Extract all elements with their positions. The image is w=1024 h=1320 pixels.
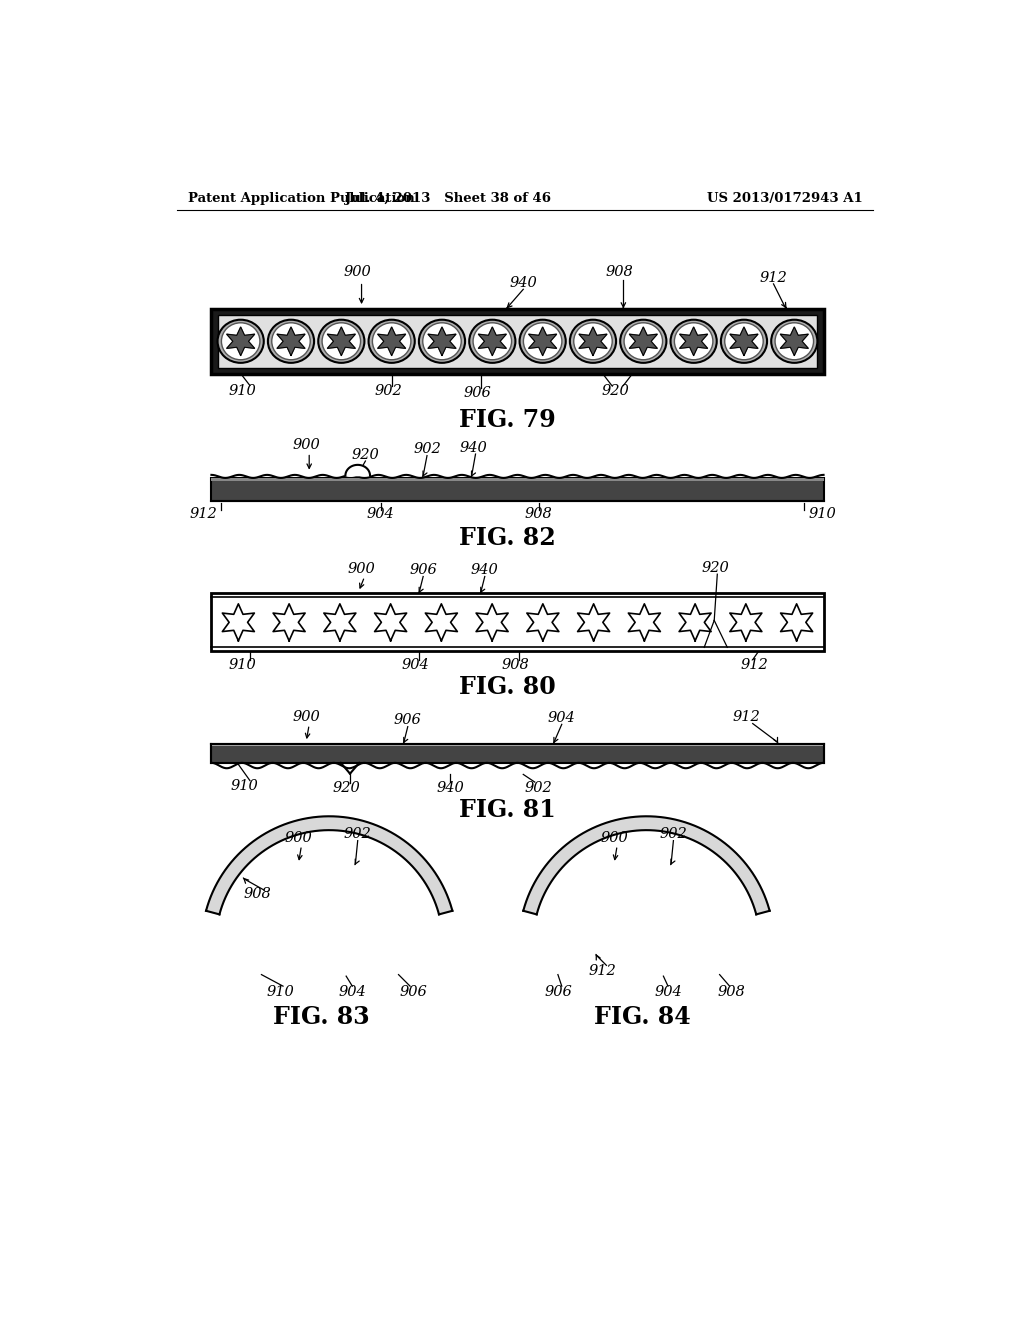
Polygon shape [226, 327, 255, 355]
Polygon shape [278, 327, 305, 355]
Text: 910: 910 [228, 384, 256, 397]
Ellipse shape [570, 319, 616, 363]
Ellipse shape [621, 319, 667, 363]
Text: FIG. 83: FIG. 83 [273, 1005, 370, 1030]
Text: 900: 900 [344, 265, 372, 280]
Text: 940: 940 [460, 441, 487, 455]
Text: 910: 910 [267, 985, 295, 998]
Text: 904: 904 [367, 507, 394, 521]
Bar [211, 743, 823, 763]
Ellipse shape [771, 319, 817, 363]
Text: 912: 912 [189, 507, 217, 521]
Text: 910: 910 [230, 779, 258, 793]
Text: 908: 908 [717, 985, 745, 998]
Text: 900: 900 [292, 710, 319, 723]
Polygon shape [428, 327, 456, 355]
Bar [211, 594, 823, 651]
Text: 904: 904 [654, 985, 682, 998]
Polygon shape [328, 327, 355, 355]
Text: Patent Application Publication: Patent Application Publication [188, 191, 415, 205]
Ellipse shape [721, 319, 767, 363]
Bar [211, 478, 823, 502]
Text: 920: 920 [701, 561, 730, 576]
Polygon shape [780, 327, 808, 355]
Text: 912: 912 [760, 271, 787, 285]
Ellipse shape [318, 319, 365, 363]
Text: 902: 902 [344, 828, 372, 841]
Text: FIG. 80: FIG. 80 [460, 675, 556, 698]
Text: 900: 900 [348, 562, 376, 576]
Text: Jul. 4, 2013   Sheet 38 of 46: Jul. 4, 2013 Sheet 38 of 46 [345, 191, 551, 205]
Text: 900: 900 [600, 832, 628, 845]
Ellipse shape [271, 323, 310, 360]
Ellipse shape [624, 323, 663, 360]
Bar [211, 309, 823, 374]
Polygon shape [528, 327, 557, 355]
Polygon shape [523, 816, 770, 915]
Polygon shape [345, 465, 370, 475]
Polygon shape [630, 327, 657, 355]
Ellipse shape [671, 319, 717, 363]
Text: US 2013/0172943 A1: US 2013/0172943 A1 [708, 191, 863, 205]
Ellipse shape [419, 319, 465, 363]
Text: 920: 920 [332, 781, 360, 795]
Text: 908: 908 [605, 265, 634, 280]
Text: 906: 906 [399, 985, 427, 998]
Text: 902: 902 [413, 442, 441, 457]
Text: 906: 906 [410, 564, 437, 577]
Text: 920: 920 [602, 384, 630, 397]
Text: 906: 906 [394, 714, 422, 727]
Text: 906: 906 [544, 985, 571, 998]
Text: FIG. 84: FIG. 84 [594, 1005, 691, 1030]
Polygon shape [680, 327, 708, 355]
Polygon shape [478, 327, 506, 355]
Text: 940: 940 [471, 564, 499, 577]
Text: FIG. 79: FIG. 79 [460, 408, 556, 432]
Text: 906: 906 [463, 387, 490, 400]
Ellipse shape [221, 323, 260, 360]
Text: 920: 920 [351, 447, 379, 462]
Text: 902: 902 [524, 781, 553, 795]
Text: 940: 940 [436, 781, 464, 795]
Ellipse shape [373, 323, 411, 360]
Bar [211, 478, 823, 480]
Text: FIG. 81: FIG. 81 [460, 797, 556, 822]
Ellipse shape [519, 319, 565, 363]
Text: 902: 902 [375, 384, 402, 397]
Ellipse shape [369, 319, 415, 363]
Text: 900: 900 [285, 832, 312, 845]
Ellipse shape [523, 323, 562, 360]
Bar [217, 314, 817, 368]
Text: 902: 902 [659, 828, 687, 841]
Ellipse shape [573, 323, 612, 360]
Ellipse shape [775, 323, 813, 360]
Ellipse shape [725, 323, 763, 360]
Text: 908: 908 [502, 659, 529, 672]
Text: 910: 910 [808, 507, 836, 521]
Ellipse shape [469, 319, 515, 363]
Bar [211, 743, 823, 746]
Text: 908: 908 [244, 887, 271, 900]
Text: 940: 940 [509, 276, 538, 290]
Text: 910: 910 [228, 659, 256, 672]
Text: 912: 912 [733, 710, 761, 725]
Polygon shape [378, 327, 406, 355]
Text: 904: 904 [401, 659, 429, 672]
Text: 900: 900 [292, 438, 319, 451]
Text: 912: 912 [589, 964, 616, 978]
Polygon shape [206, 816, 453, 915]
Ellipse shape [473, 323, 512, 360]
Text: FIG. 82: FIG. 82 [460, 525, 556, 550]
Ellipse shape [323, 323, 360, 360]
Text: 904: 904 [339, 985, 367, 998]
Ellipse shape [217, 319, 264, 363]
Ellipse shape [268, 319, 314, 363]
Text: 908: 908 [524, 507, 553, 521]
Polygon shape [579, 327, 607, 355]
Text: 912: 912 [740, 659, 768, 672]
Text: 904: 904 [548, 711, 575, 725]
Polygon shape [730, 327, 758, 355]
Ellipse shape [675, 323, 713, 360]
Ellipse shape [423, 323, 461, 360]
